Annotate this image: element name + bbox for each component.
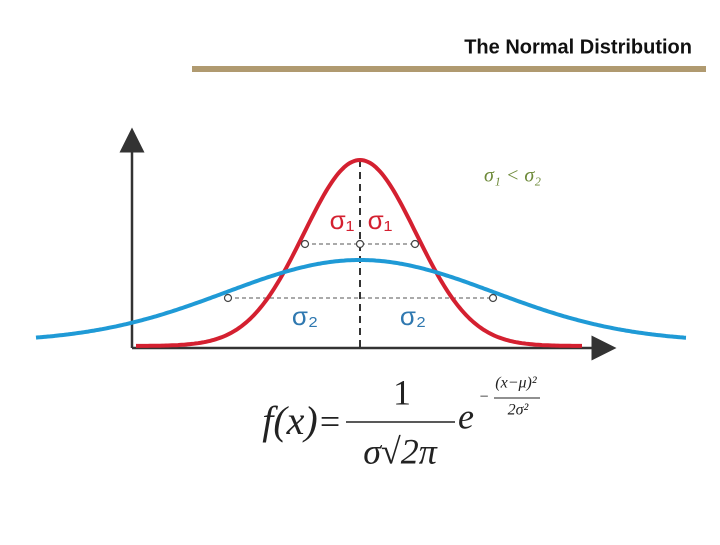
title: The Normal Distribution [464, 36, 692, 58]
sigma-point [223, 293, 233, 303]
plot [35, 127, 687, 361]
comparison-label: σ₁ < σ₂ [484, 165, 541, 187]
formula-base: e [458, 396, 474, 436]
narrow-curve [136, 157, 582, 348]
sigma-point [410, 239, 420, 249]
exponent-numerator: (x−μ)² [495, 375, 538, 392]
sigma2-label: σ₂ [292, 301, 318, 331]
sigma-point [355, 239, 365, 249]
sigma1-label: σ₁ [330, 205, 355, 235]
formula-equals: = [320, 401, 340, 441]
sigma-point [488, 293, 498, 303]
formula-denominator: σ√2π [363, 431, 438, 471]
title-rule [192, 66, 706, 72]
sigma-point [300, 239, 310, 249]
exponent-sign: − [479, 389, 488, 406]
formula: f(x) = 1 σ√2π e − (x−μ)² 2σ² [262, 372, 540, 471]
formula-lhs: f(x) [262, 398, 318, 443]
exponent-denominator: 2σ² [508, 402, 530, 419]
formula-numerator: 1 [393, 372, 411, 412]
sigma1-label: σ₁ [368, 205, 393, 235]
wide-curve [35, 258, 687, 340]
sigma2-label: σ₂ [400, 301, 426, 331]
